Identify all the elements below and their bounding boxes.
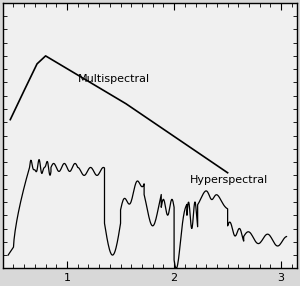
Text: Multispectral: Multispectral bbox=[78, 74, 150, 84]
Text: Hyperspectral: Hyperspectral bbox=[190, 175, 268, 185]
